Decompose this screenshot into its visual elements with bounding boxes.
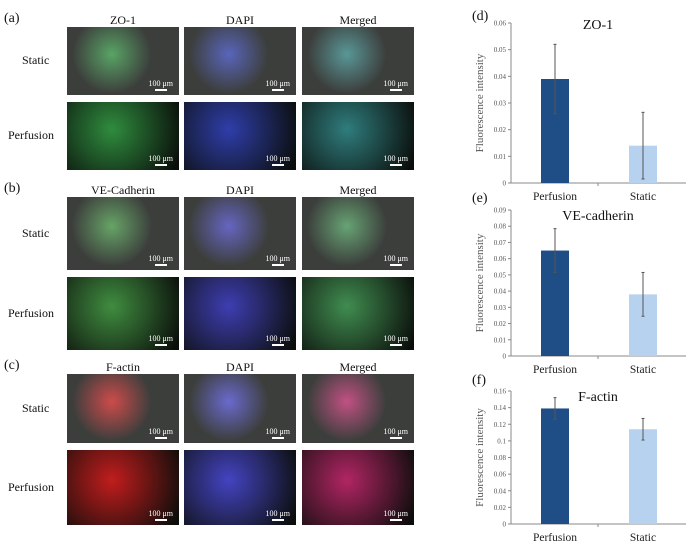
y-tick-label: 0.06 (494, 20, 507, 28)
x-tick-label: Static (630, 532, 656, 544)
scale-bar: 100 μm (265, 154, 290, 166)
y-tick-label: 0.03 (494, 100, 507, 108)
y-tick-label: 0.01 (494, 336, 507, 344)
y-tick-label: 0.05 (494, 46, 507, 54)
scale-bar: 100 μm (148, 154, 173, 166)
scale-bar: 100 μm (265, 509, 290, 521)
microscopy-image: 100 μm (67, 450, 179, 525)
channel-label: DAPI (225, 183, 254, 197)
chart-title: ZO-1 (583, 18, 613, 33)
channel-label: Merged (339, 360, 377, 374)
microscopy-image: 100 μm (302, 374, 414, 443)
chart-letter: (f) (472, 373, 486, 388)
scale-bar: 100 μm (148, 334, 173, 346)
y-tick-label: 0.06 (494, 255, 507, 263)
channel-label: VE-Cadherin (91, 183, 155, 197)
y-tick-label: 0.04 (494, 73, 507, 81)
y-tick-label: 0.09 (494, 207, 507, 215)
y-tick-label: 0.08 (494, 223, 507, 231)
microscopy-image: 100 μm (184, 197, 296, 270)
y-tick-label: 0 (503, 353, 507, 361)
y-tick-label: 0.1 (497, 437, 506, 445)
x-tick-label: Perfusion (533, 191, 577, 203)
row-label: Static (22, 53, 50, 67)
channel-label: Merged (339, 183, 377, 197)
scale-bar: 100 μm (383, 154, 408, 166)
y-tick-label: 0.04 (494, 288, 507, 296)
y-tick-label: 0.03 (494, 304, 507, 312)
chart-letter: (d) (472, 9, 489, 24)
microscopy-image: 100 μm (184, 450, 296, 525)
y-axis-label: Fluorescence intensity (474, 233, 486, 332)
bar-static (629, 429, 657, 524)
scale-bar: 100 μm (265, 334, 290, 346)
channel-label: ZO-1 (110, 13, 136, 27)
channel-label: Merged (339, 13, 377, 27)
microscopy-image: 100 μm (302, 450, 414, 525)
x-tick-label: Perfusion (533, 532, 577, 544)
y-tick-label: 0 (503, 521, 507, 529)
x-tick-label: Perfusion (533, 364, 577, 376)
scale-bar: 100 μm (383, 427, 408, 439)
y-tick-label: 0.02 (494, 320, 507, 328)
y-tick-label: 0.05 (494, 271, 507, 279)
y-tick-label: 0.06 (494, 471, 507, 479)
row-label: Perfusion (8, 128, 54, 142)
channel-label: F-actin (106, 360, 140, 374)
row-label: Perfusion (8, 479, 54, 494)
channel-label: DAPI (225, 13, 254, 27)
panel-letter: (b) (4, 181, 21, 196)
y-tick-label: 0.07 (494, 239, 507, 247)
x-tick-label: Static (630, 191, 656, 203)
scale-bar: 100 μm (265, 79, 290, 91)
y-tick-label: 0.02 (494, 126, 507, 134)
microscopy-image: 100 μm (67, 277, 179, 350)
microscopy-image: 100 μm (302, 197, 414, 270)
chart-letter: (e) (472, 191, 488, 206)
chart-title: F-actin (578, 390, 618, 405)
y-tick-label: 0.04 (494, 487, 507, 495)
y-tick-label: 0.01 (494, 153, 507, 161)
scale-bar: 100 μm (265, 427, 290, 439)
microscopy-image: 100 μm (184, 27, 296, 95)
scale-bar: 100 μm (383, 334, 408, 346)
scale-bar: 100 μm (383, 509, 408, 521)
microscopy-image: 100 μm (302, 277, 414, 350)
chart-title: VE-cadherin (562, 209, 634, 224)
y-tick-label: 0.12 (494, 421, 507, 429)
y-axis-label: Fluorescence intensity (474, 53, 486, 152)
microscopy-image: 100 μm (302, 102, 414, 170)
panel-letter: (c) (4, 358, 20, 373)
scale-bar: 100 μm (148, 254, 173, 266)
microscopy-image: 100 μm (67, 197, 179, 270)
microscopy-image: 100 μm (302, 27, 414, 95)
microscopy-image: 100 μm (67, 374, 179, 443)
y-tick-label: 0.08 (494, 454, 507, 462)
microscopy-image: 100 μm (67, 102, 179, 170)
y-tick-label: 0 (503, 180, 507, 188)
channel-label: DAPI (225, 360, 254, 374)
scale-bar: 100 μm (383, 254, 408, 266)
panel-letter: (a) (4, 11, 20, 26)
microscopy-image: 100 μm (184, 374, 296, 443)
scale-bar: 100 μm (148, 509, 173, 521)
x-tick-label: Static (630, 364, 656, 376)
row-label: Static (22, 225, 50, 240)
microscopy-image: 100 μm (67, 27, 179, 95)
scale-bar: 100 μm (148, 427, 173, 439)
bar-perfusion (541, 408, 569, 524)
microscopy-image: 100 μm (184, 277, 296, 350)
scale-bar: 100 μm (148, 79, 173, 91)
scale-bar: 100 μm (383, 79, 408, 91)
scale-bar: 100 μm (265, 254, 290, 266)
microscopy-image: 100 μm (184, 102, 296, 170)
y-axis-label: Fluorescence intensity (474, 408, 486, 507)
y-tick-label: 0.14 (494, 404, 507, 412)
y-tick-label: 0.02 (494, 504, 507, 512)
y-tick-label: 0.16 (494, 388, 507, 396)
row-label: Perfusion (8, 305, 54, 320)
row-label: Static (22, 400, 50, 415)
